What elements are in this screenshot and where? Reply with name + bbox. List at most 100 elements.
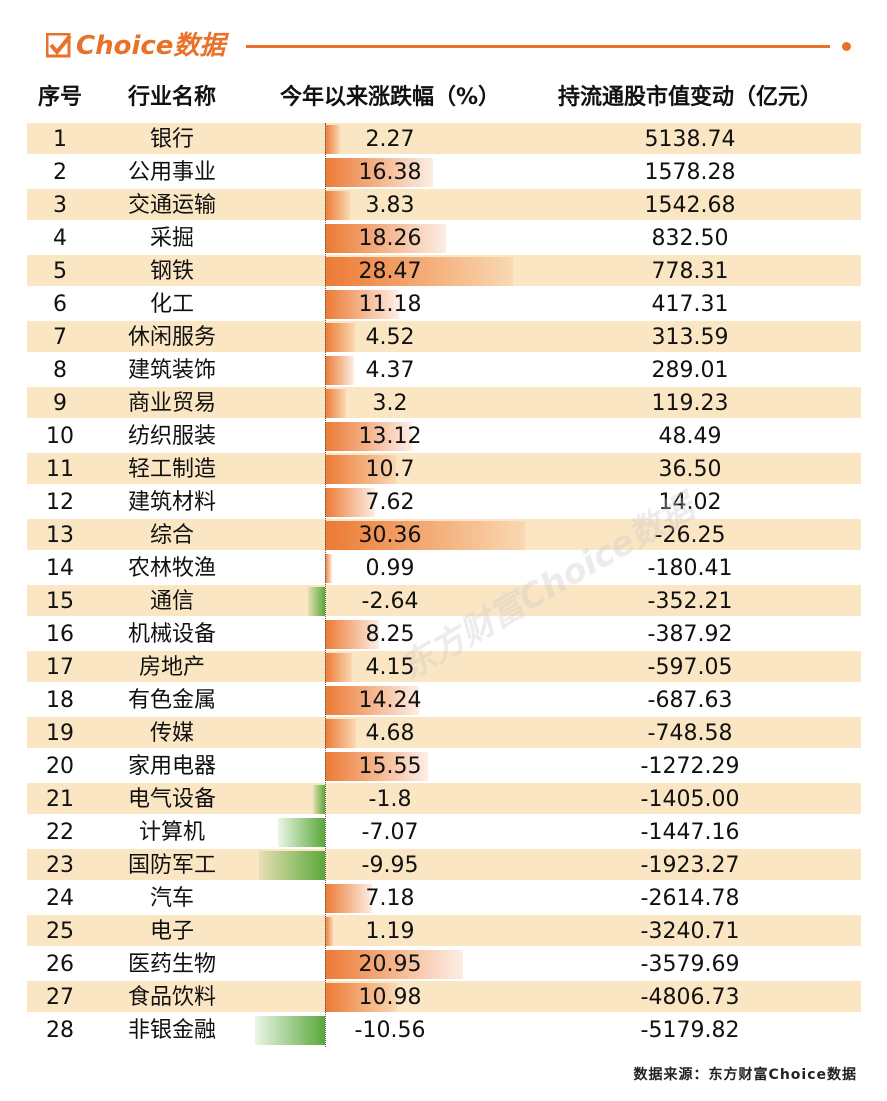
market-value-change: -4806.73 xyxy=(640,985,740,1010)
row-index: 8 xyxy=(53,358,67,383)
change-percent: 10.98 xyxy=(358,985,422,1010)
market-value-change: -1405.00 xyxy=(640,787,740,812)
table-row: 14 农林牧渔 0.99 -180.41 xyxy=(27,552,861,583)
bar-positive xyxy=(325,917,333,946)
table-row: 20 家用电器 15.55 -1272.29 xyxy=(27,750,861,781)
row-index: 1 xyxy=(53,127,67,152)
change-percent: 13.12 xyxy=(358,424,422,449)
table-row: 7 休闲服务 4.52 313.59 xyxy=(27,321,861,352)
industry-name: 机械设备 xyxy=(127,622,216,647)
industry-name: 商业贸易 xyxy=(127,391,216,416)
row-index: 18 xyxy=(46,688,74,713)
table-row: 22 计算机 -7.07 -1447.16 xyxy=(27,816,861,847)
source-note: 数据来源：东方财富Choice数据 xyxy=(633,1067,857,1083)
bar-positive xyxy=(325,257,513,286)
industry-name: 食品饮料 xyxy=(127,985,216,1010)
industry-name: 银行 xyxy=(149,127,194,152)
change-percent: 16.38 xyxy=(358,160,422,185)
row-index: 6 xyxy=(53,292,67,317)
column-header: 今年以来涨跌幅（%） xyxy=(279,85,501,110)
market-value-change: -2614.78 xyxy=(640,886,740,911)
industry-name: 国防军工 xyxy=(127,853,216,878)
industry-name: 农林牧渔 xyxy=(127,556,216,581)
table-row: 18 有色金属 14.24 -687.63 xyxy=(27,684,861,715)
row-index: 9 xyxy=(53,391,67,416)
industry-name: 电子 xyxy=(149,919,194,944)
market-value-change: 1578.28 xyxy=(644,160,736,185)
bar-positive xyxy=(325,158,434,187)
market-value-change: -748.58 xyxy=(647,721,733,746)
table-row: 5 钢铁 28.47 778.31 xyxy=(27,255,861,286)
market-value-change: -1447.16 xyxy=(640,820,740,845)
table-row: 25 电子 1.19 -3240.71 xyxy=(27,915,861,946)
bar-positive xyxy=(325,752,428,781)
row-index: 7 xyxy=(53,325,67,350)
bar-negative xyxy=(259,851,325,880)
market-value-change: 417.31 xyxy=(651,292,729,317)
row-index: 20 xyxy=(46,754,74,779)
row-index: 28 xyxy=(46,1018,74,1043)
table-row: 11 轻工制造 10.7 36.50 xyxy=(27,453,861,484)
industry-name: 汽车 xyxy=(149,886,194,911)
change-percent: 4.68 xyxy=(365,721,415,746)
bar-positive xyxy=(325,950,464,979)
table-row: 3 交通运输 3.83 1542.68 xyxy=(27,189,861,220)
change-percent: 2.27 xyxy=(365,127,415,152)
change-percent: 14.24 xyxy=(358,688,422,713)
market-value-change: -1923.27 xyxy=(640,853,740,878)
market-value-change: -387.92 xyxy=(647,622,733,647)
row-index: 2 xyxy=(53,160,67,185)
bar-negative xyxy=(255,1016,325,1045)
market-value-change: 832.50 xyxy=(651,226,729,251)
change-percent: 4.15 xyxy=(365,655,415,680)
market-value-change: -3579.69 xyxy=(640,952,740,977)
header-line xyxy=(246,45,830,48)
industry-name: 化工 xyxy=(149,292,194,317)
change-percent: 3.83 xyxy=(365,193,415,218)
row-index: 14 xyxy=(46,556,74,581)
market-value-change: -1272.29 xyxy=(640,754,740,779)
table-row: 12 建筑材料 7.62 14.02 xyxy=(27,486,861,517)
row-index: 22 xyxy=(46,820,74,845)
column-header: 行业名称 xyxy=(127,85,216,110)
change-percent: 7.62 xyxy=(365,490,415,515)
market-value-change: 48.49 xyxy=(658,424,722,449)
industry-name: 轻工制造 xyxy=(127,457,216,482)
market-value-change: 119.23 xyxy=(651,391,729,416)
table-row: 6 化工 11.18 417.31 xyxy=(27,288,861,319)
bar-positive xyxy=(325,983,398,1012)
industry-name: 电气设备 xyxy=(127,787,216,812)
market-value-change: 313.59 xyxy=(651,325,729,350)
table-row: 19 传媒 4.68 -748.58 xyxy=(27,717,861,748)
industry-name: 钢铁 xyxy=(149,259,194,284)
change-percent: 3.2 xyxy=(372,391,408,416)
table-row: 26 医药生物 20.95 -3579.69 xyxy=(27,948,861,979)
change-percent: -10.56 xyxy=(354,1018,426,1043)
bar-positive xyxy=(325,488,376,517)
bar-positive xyxy=(325,356,354,385)
industry-name: 建筑材料 xyxy=(127,490,216,515)
row-index: 23 xyxy=(46,853,74,878)
change-percent: 1.19 xyxy=(365,919,415,944)
table-row: 4 采掘 18.26 832.50 xyxy=(27,222,861,253)
row-index: 3 xyxy=(53,193,67,218)
market-value-change: -5179.82 xyxy=(640,1018,740,1043)
market-value-change: 778.31 xyxy=(651,259,729,284)
industry-name: 采掘 xyxy=(149,226,194,251)
logo-text: Choice数据 xyxy=(76,31,226,61)
bar-positive xyxy=(325,686,419,715)
market-value-change: 5138.74 xyxy=(644,127,736,152)
industry-name: 传媒 xyxy=(149,721,194,746)
row-index: 17 xyxy=(46,655,74,680)
row-index: 27 xyxy=(46,985,74,1010)
industry-name: 纺织服装 xyxy=(127,424,216,449)
bar-positive xyxy=(325,719,356,748)
table-row: 24 汽车 7.18 -2614.78 xyxy=(27,882,861,913)
row-index: 25 xyxy=(46,919,74,944)
row-index: 12 xyxy=(46,490,74,515)
industry-name: 医药生物 xyxy=(127,952,216,977)
row-index: 4 xyxy=(53,226,67,251)
change-percent: 0.99 xyxy=(365,556,415,581)
row-index: 15 xyxy=(46,589,74,614)
